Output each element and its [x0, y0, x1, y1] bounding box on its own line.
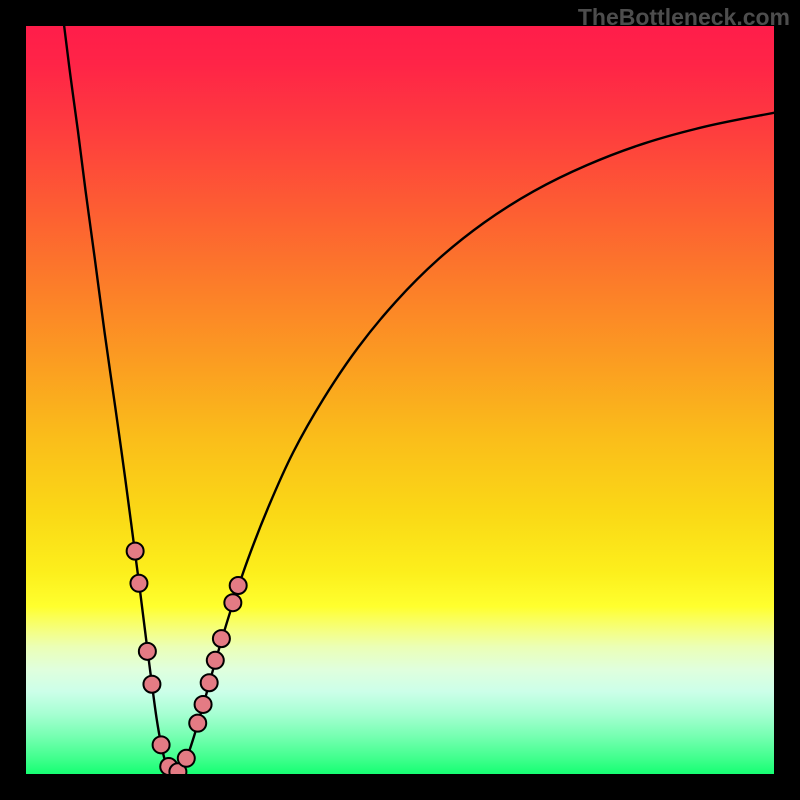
marker-point [213, 630, 230, 647]
marker-point [153, 736, 170, 753]
marker-point [195, 696, 212, 713]
watermark-text: TheBottleneck.com [578, 4, 790, 31]
marker-point [207, 652, 224, 669]
marker-point [189, 715, 206, 732]
marker-point [230, 577, 247, 594]
marker-point [224, 594, 241, 611]
marker-point [130, 575, 147, 592]
figure-root: TheBottleneck.com [0, 0, 800, 800]
marker-point [178, 750, 195, 767]
marker-point [143, 676, 160, 693]
chart-svg [0, 0, 800, 800]
marker-point [127, 543, 144, 560]
marker-point [201, 674, 218, 691]
marker-point [139, 643, 156, 660]
